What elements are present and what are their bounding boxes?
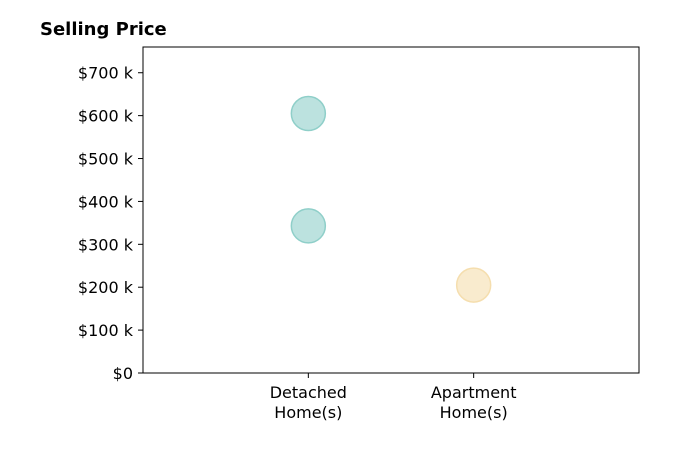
y-tick-label: $0 (113, 364, 133, 383)
y-tick-label: $300 k (78, 235, 134, 254)
x-tick-label: Detached Home(s) (270, 383, 347, 422)
y-tick-label: $500 k (78, 150, 134, 169)
plot-frame (142, 46, 640, 374)
y-tick-label: $200 k (78, 278, 134, 297)
data-point (455, 267, 492, 303)
x-tick-label-line: Detached (270, 383, 347, 402)
x-tick-label: Apartment Home(s) (431, 383, 517, 422)
y-tick-label: $600 k (78, 107, 134, 126)
y-tick-label: $100 k (78, 321, 134, 340)
y-tick-label: $700 k (78, 64, 134, 83)
chart-title: Selling Price (40, 19, 167, 40)
x-tick-label-line: Home(s) (440, 403, 508, 422)
x-tick-label-line: Apartment (431, 383, 517, 402)
x-axis: Detached Home(s)Apartment Home(s) (270, 373, 517, 422)
x-tick-label-line: Home(s) (274, 403, 342, 422)
y-tick-label: $400 k (78, 192, 134, 211)
data-point (290, 95, 327, 132)
data-point (290, 208, 327, 244)
y-axis: $0 $100 k $200 k $300 k $400 k $500 k $600 k $7… (78, 64, 143, 383)
data-points (290, 95, 492, 303)
